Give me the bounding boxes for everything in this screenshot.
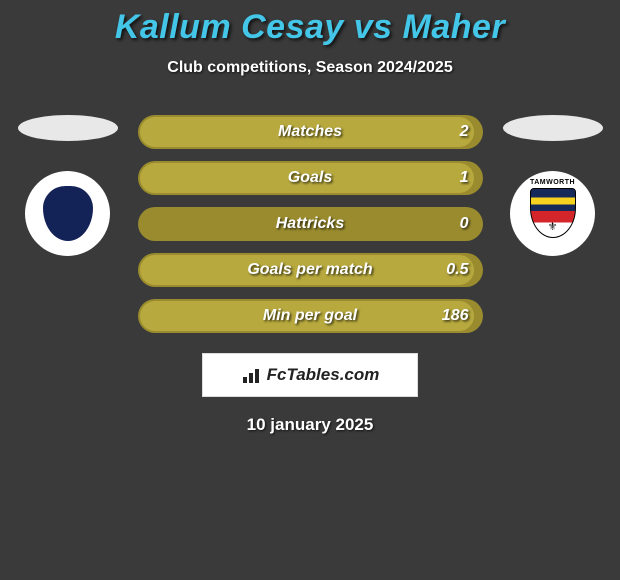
page-title: Kallum Cesay vs Maher <box>0 8 620 47</box>
tamworth-shield-icon <box>530 188 576 238</box>
stat-label: Min per goal <box>263 307 357 325</box>
brand-text: FcTables.com <box>267 365 380 385</box>
date-line: 10 january 2025 <box>0 415 620 435</box>
stat-value: 2 <box>460 123 469 141</box>
stat-label: Matches <box>278 123 342 141</box>
left-player-oval <box>18 115 118 141</box>
left-club-crest-icon <box>25 171 110 256</box>
brand-box[interactable]: FcTables.com <box>202 353 418 397</box>
stat-label: Goals per match <box>247 261 372 279</box>
stat-label: Hattricks <box>276 215 344 233</box>
right-club-crest-icon: TAMWORTH <box>510 171 595 256</box>
stat-value: 186 <box>442 307 469 325</box>
tamworth-arc-text: TAMWORTH <box>530 179 575 186</box>
brand-chart-icon <box>241 367 261 383</box>
left-column <box>18 115 118 256</box>
stat-bar: Hattricks 0 <box>138 207 483 241</box>
right-player-oval <box>503 115 603 141</box>
stat-bar: Matches 2 <box>138 115 483 149</box>
stat-value: 0.5 <box>446 261 468 279</box>
stat-value: 0 <box>460 215 469 233</box>
comparison-card: Kallum Cesay vs Maher Club competitions,… <box>0 0 620 435</box>
stat-bar: Min per goal 186 <box>138 299 483 333</box>
stat-bars: Matches 2 Goals 1 Hattricks 0 Goals per match 0… <box>138 115 483 333</box>
stat-bar: Goals per match 0.5 <box>138 253 483 287</box>
main-area: Matches 2 Goals 1 Hattricks 0 Goals per match 0… <box>0 115 620 333</box>
subtitle: Club competitions, Season 2024/2025 <box>0 59 620 77</box>
stat-value: 1 <box>460 169 469 187</box>
right-column: TAMWORTH <box>503 115 603 256</box>
stat-bar: Goals 1 <box>138 161 483 195</box>
stat-label: Goals <box>288 169 332 187</box>
